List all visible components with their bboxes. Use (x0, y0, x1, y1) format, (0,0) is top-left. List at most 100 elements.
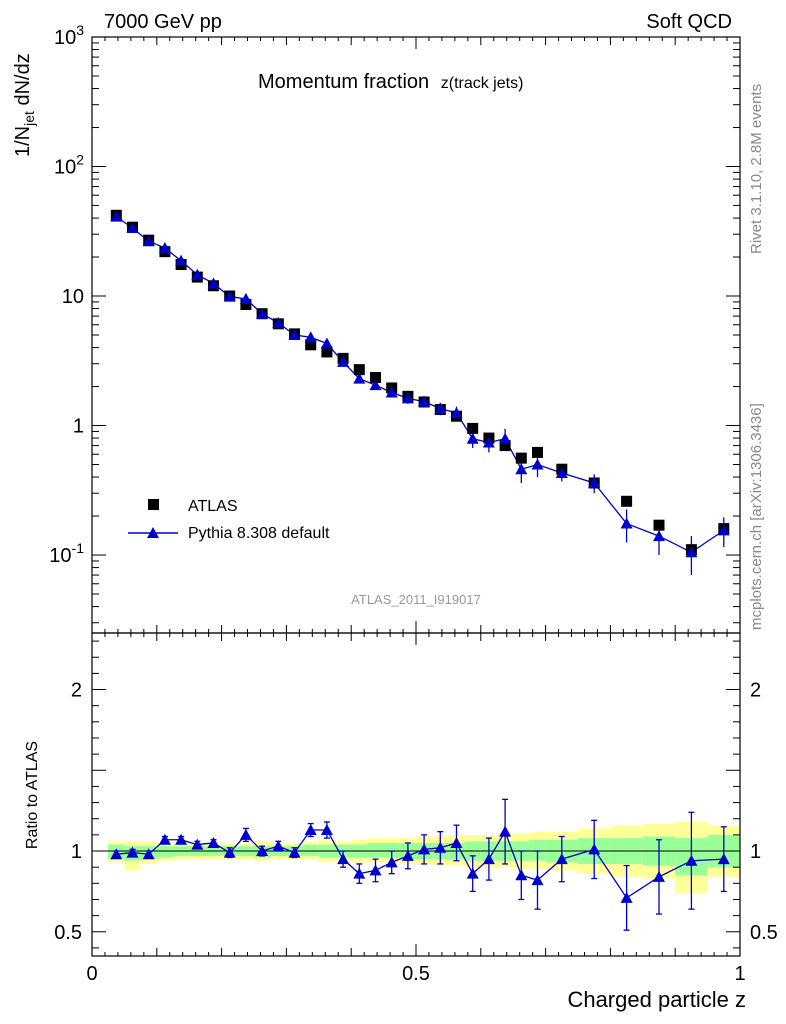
pythia-point (142, 235, 155, 247)
x-tick-label: 1 (734, 963, 745, 985)
pythia-point (620, 517, 633, 529)
ratio-point (304, 824, 317, 836)
pythia-point (434, 402, 447, 414)
chart-marks (110, 209, 730, 931)
pythia-point (401, 392, 414, 404)
legend-atlas-label: ATLAS (188, 498, 238, 515)
y-tick-label: 102 (54, 152, 84, 179)
ratio-y-tick-label-right: 2 (750, 680, 761, 702)
ratio-point (272, 840, 285, 852)
ratio-point (555, 853, 568, 865)
pythia-point (450, 406, 463, 418)
y-axis-title-main: 1/Njet dN/dz (12, 53, 37, 157)
pythia-point (239, 292, 252, 304)
ratio-point (717, 853, 730, 865)
ratio-point (223, 846, 236, 858)
pythia-point (385, 386, 398, 398)
pythia-point (531, 458, 544, 470)
pythia-point (588, 476, 601, 488)
ratio-point (320, 824, 333, 836)
band-inner-16 (367, 842, 384, 858)
legend: ATLAS Pythia 8.308 default (128, 498, 330, 542)
pythia-point (337, 355, 350, 367)
pythia-point (223, 290, 236, 302)
atlas-point (240, 298, 252, 310)
pythia-point (482, 436, 495, 448)
y-axis-title-ratio: Ratio to ATLAS (24, 741, 41, 849)
ratio-point (110, 848, 123, 860)
pythia-point (175, 254, 188, 266)
x-tick-label: 0 (86, 963, 97, 985)
atlas-point (305, 339, 317, 351)
band-inner-26 (529, 839, 546, 861)
pythia-point (320, 337, 333, 349)
pythia-point (110, 210, 123, 222)
main-title: Momentum fraction z(track jets) (258, 71, 523, 93)
ratio-point (369, 864, 382, 876)
analysis-tag: ATLAS_2011_I919017 (351, 592, 481, 607)
pythia-point (515, 463, 528, 475)
ratio-point (191, 838, 204, 850)
main-plot-frame (91, 36, 741, 634)
band-inner-17 (383, 842, 400, 858)
y-tick-label: 10-1 (49, 540, 84, 567)
pythia-point (158, 241, 171, 253)
ratio-point (418, 843, 431, 855)
pythia-point (272, 316, 285, 328)
ratio-point (256, 845, 269, 857)
atlas-point (467, 422, 479, 434)
legend-pythia-label: Pythia 8.308 default (188, 525, 330, 542)
legend-pythia-marker (147, 527, 159, 538)
pythia-point (717, 524, 730, 536)
ratio-point (126, 846, 139, 858)
ratio-y-tick-label: 2 (71, 680, 82, 702)
ratio-point (158, 833, 171, 845)
pythia-point (126, 222, 139, 234)
ratio-point (466, 867, 479, 879)
pythia-point (685, 546, 698, 558)
band-inner-12 (302, 844, 319, 856)
pythia-point (353, 372, 366, 384)
ratio-point (531, 874, 544, 886)
ratio-point (515, 869, 528, 881)
ratio-point (434, 841, 447, 853)
ratio-point (288, 846, 301, 858)
ratio-point (175, 833, 188, 845)
pythia-point (653, 530, 665, 542)
ratio-point (207, 836, 220, 848)
y-tick-label: 103 (54, 22, 84, 49)
pythia-point (288, 329, 301, 340)
ratio-point (482, 853, 495, 865)
legend-atlas-marker (148, 499, 159, 510)
pythia-point (555, 466, 568, 478)
ratio-point (337, 853, 350, 865)
atlas-point (515, 452, 527, 464)
ratio-y-tick-label-right: 1 (750, 841, 761, 863)
pythia-point (499, 432, 512, 444)
atlas-point (353, 364, 365, 376)
main-title-variable: z(track jets) (441, 75, 524, 92)
pythia-point (191, 268, 204, 280)
ratio-y-tick-label: 1 (71, 841, 82, 863)
y-tick-label: 1 (73, 416, 84, 438)
atlas-point (499, 440, 511, 452)
atlas-point (370, 371, 381, 383)
pythia-point (256, 307, 269, 319)
atlas-point (621, 495, 633, 507)
ratio-plot-frame (91, 632, 741, 957)
x-axis-title: Charged particle z (567, 987, 746, 1012)
ratio-point (450, 836, 463, 848)
ratio-point (685, 854, 698, 866)
ratio-point (620, 891, 633, 903)
x-tick-label: 0.5 (402, 963, 430, 985)
header-left: 7000 GeV pp (104, 11, 222, 33)
ratio-point (653, 870, 665, 882)
band-inner-3 (156, 846, 173, 858)
ratio-point (142, 848, 155, 860)
pythia-point (369, 379, 382, 391)
ratio-y-tick-label-right: 0.5 (750, 922, 778, 944)
y-tick-label: 10 (62, 286, 84, 308)
ratio-point (499, 825, 512, 837)
